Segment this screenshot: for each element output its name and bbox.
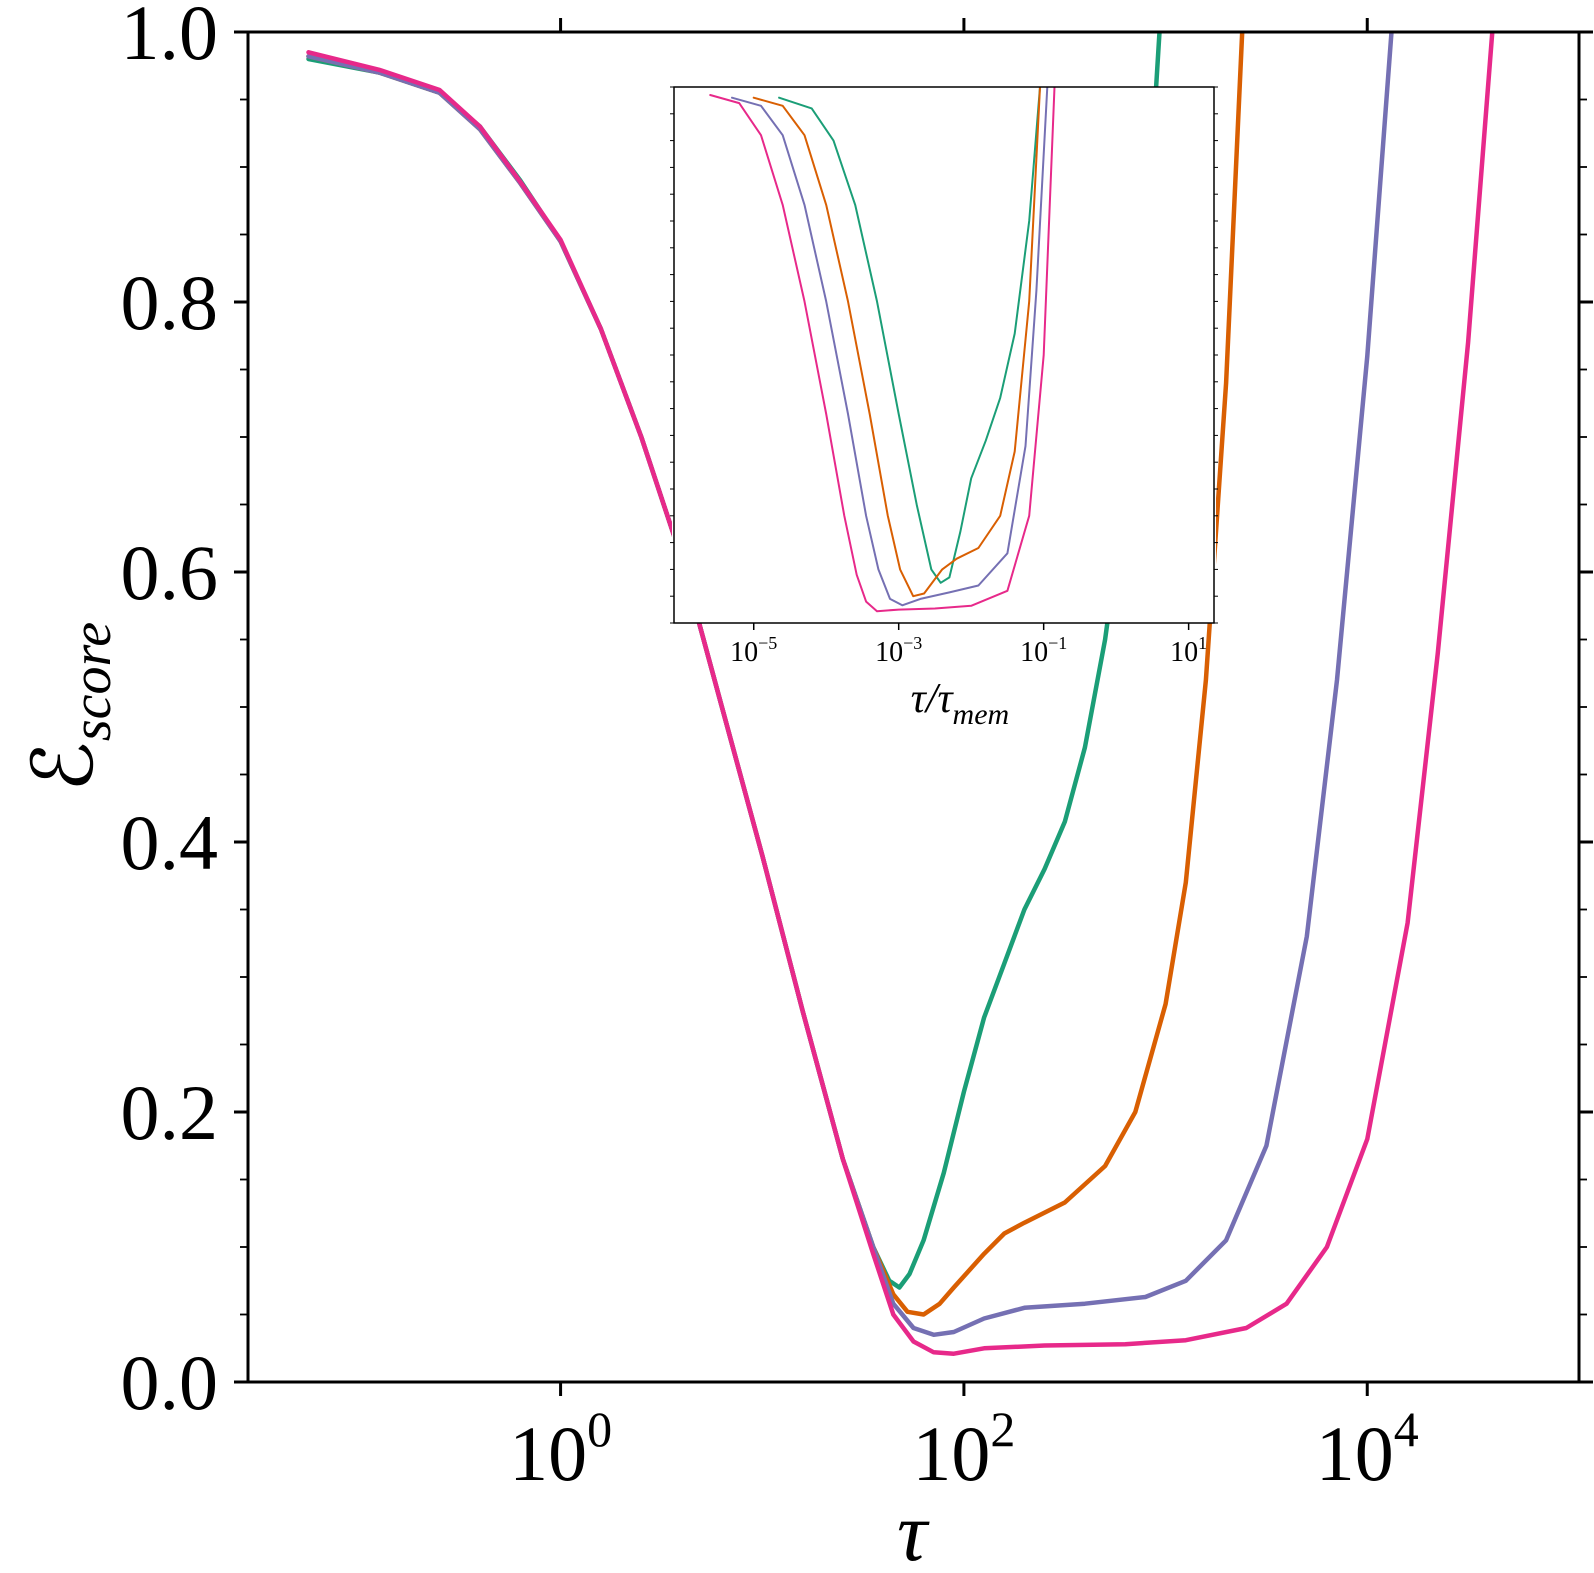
main-x-tick-base: 10 xyxy=(912,1410,990,1497)
inset-x-tick-base: 10 xyxy=(1170,637,1198,668)
inset-x-tick-base: 10 xyxy=(730,637,758,668)
inset-x-tick-label: 10−3 xyxy=(875,633,922,668)
inset-x-axis-label: τ/τmem xyxy=(911,676,1009,731)
inset-series-4-magenta xyxy=(709,87,1056,613)
inset-x-tick-exponent: 1 xyxy=(1198,633,1207,653)
inset-major-ticks xyxy=(752,623,1190,630)
main-x-tick-label: 104 xyxy=(1316,1401,1419,1497)
series-4-magenta xyxy=(306,32,1495,1356)
main-y-tick-label: 0.0 xyxy=(121,1339,219,1426)
inset-x-tick-label: 10−5 xyxy=(730,633,777,668)
main-x-tick-base: 10 xyxy=(509,1410,587,1497)
inset-background xyxy=(672,87,1216,623)
main-x-tick-labels: 100 102 104 xyxy=(509,1401,1419,1497)
inset-series-lines xyxy=(709,87,1056,613)
inset-x-tick-base: 10 xyxy=(875,637,903,668)
inset-plot-frame xyxy=(673,86,1215,624)
main-x-tick-label: 100 xyxy=(509,1401,612,1497)
inset-x-tick-label: 10−1 xyxy=(1020,633,1067,668)
y-axis-label-main: ℰ xyxy=(18,741,111,792)
inset-x-tick-labels: 10−5 10−3 10−1 101 xyxy=(730,633,1207,668)
inset-x-tick-base: 10 xyxy=(1020,637,1048,668)
main-y-tick-label: 0.4 xyxy=(121,799,219,886)
x-axis-label: τ xyxy=(897,1486,930,1573)
y-axis-label: ℰscore xyxy=(18,622,123,792)
main-series-lines xyxy=(306,32,1495,1356)
main-x-tick-base: 10 xyxy=(1316,1410,1394,1497)
inset-x-axis-label-sub: mem xyxy=(953,698,1010,731)
main-x-tick-exponent: 0 xyxy=(587,1401,612,1457)
inset-x-axis-label-main: τ/τ xyxy=(911,676,955,722)
main-x-tick-label: 102 xyxy=(912,1401,1015,1497)
main-chart: 100 102 104 0.00.20.40.60.81.0 τ ℰscore xyxy=(18,0,1593,1573)
main-y-tick-label: 0.8 xyxy=(121,259,219,346)
y-axis-label-sub: score xyxy=(61,622,123,741)
inset-x-tick-exponent: −5 xyxy=(758,633,777,653)
inset-series-1-green xyxy=(778,87,1041,584)
inset-series-3-purple xyxy=(731,87,1049,607)
main-plot-frame xyxy=(246,30,1581,1384)
main-y-tick-label: 0.6 xyxy=(121,529,219,616)
inset-series-2-orange xyxy=(752,87,1041,598)
main-y-tick-labels: 0.0 0.2 0.4 0.6 0.8 1.0 xyxy=(121,0,219,1426)
inset-x-tick-label: 101 xyxy=(1170,633,1207,668)
main-y-tick-label: 1.0 xyxy=(121,0,219,76)
main-y-tick-label: 0.2 xyxy=(121,1069,219,1156)
inset-x-tick-exponent: −1 xyxy=(1048,633,1067,653)
main-major-ticks xyxy=(234,18,1593,1396)
inset-x-tick-exponent: −3 xyxy=(903,633,922,653)
main-x-tick-exponent: 2 xyxy=(990,1401,1015,1457)
main-x-tick-exponent: 4 xyxy=(1394,1401,1419,1457)
inset-chart: 10−5 10−3 10−1 101 τ/τmem xyxy=(670,86,1218,731)
